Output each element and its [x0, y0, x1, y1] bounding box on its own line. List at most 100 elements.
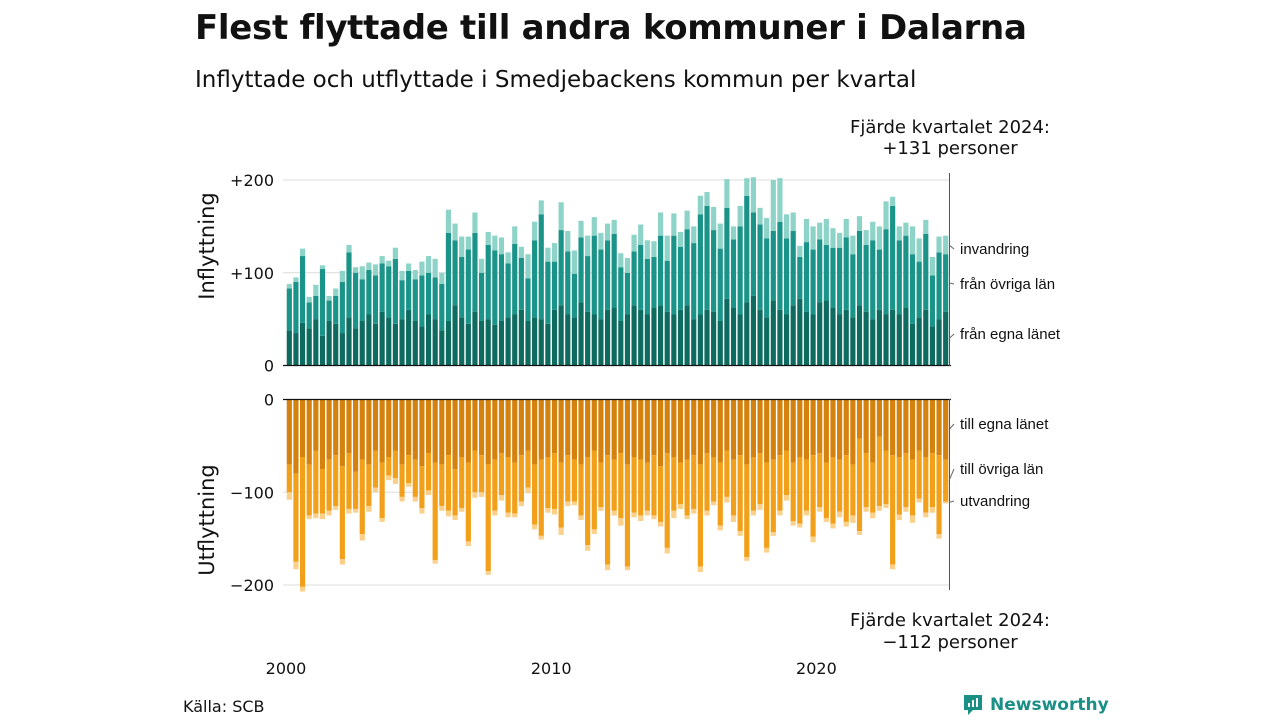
bar-inflow-segment-1 [372, 323, 379, 366]
bar-inflow-segment-2 [790, 231, 796, 306]
bar-outflow-segment-3 [929, 507, 936, 513]
bar-outflow-segment-2 [372, 450, 379, 488]
bar-inflow-segment-3 [890, 196, 896, 206]
bar-outflow-segment-3 [730, 515, 737, 522]
bar-outflow-segment-2 [711, 457, 717, 502]
x-tick-label: 2020 [796, 659, 837, 678]
bar-outflow-segment-2 [485, 464, 491, 572]
bar-outflow-segment-1 [578, 399, 584, 465]
annotation-top-line1: Fjärde kvartalet 2024: [850, 117, 1050, 138]
bar-inflow-segment-2 [697, 214, 703, 315]
bar-outflow-segment-1 [532, 399, 538, 465]
bar-outflow-segment-1 [903, 399, 909, 454]
bar-inflow-segment-2 [883, 229, 889, 315]
bar-inflow-segment-1 [810, 314, 816, 366]
bar-outflow-segment-3 [850, 515, 856, 523]
bar-inflow-segment-2 [459, 256, 465, 318]
bar-outflow-segment-3 [558, 527, 564, 535]
bar-inflow-segment-2 [518, 257, 524, 310]
bar-inflow-segment-1 [916, 317, 922, 366]
bar-inflow-segment-3 [286, 283, 292, 289]
bar-inflow-segment-3 [876, 226, 882, 250]
bar-inflow-segment-2 [870, 240, 876, 320]
bar-inflow-segment-1 [856, 305, 863, 366]
bar-outflow-segment-2 [313, 450, 319, 514]
bar-outflow-segment-2 [817, 453, 823, 508]
bar-outflow-segment-2 [890, 455, 896, 565]
bar-inflow-segment-3 [704, 192, 710, 206]
bar-inflow-segment-1 [459, 317, 465, 366]
bar-inflow-segment-1 [445, 320, 452, 366]
bar-inflow-segment-1 [286, 330, 292, 366]
bar-inflow-segment-1 [923, 309, 929, 366]
bar-outflow-segment-1 [459, 399, 465, 457]
bar-inflow-segment-2 [631, 251, 637, 306]
bar-inflow-segment-3 [406, 263, 412, 271]
bar-outflow-segment-3 [532, 524, 538, 530]
bar-outflow-segment-2 [929, 453, 936, 508]
bar-inflow-segment-3 [585, 235, 591, 257]
bar-inflow-segment-3 [810, 226, 816, 250]
bar-outflow-segment-2 [684, 459, 690, 516]
y-tick-label: −200 [230, 576, 274, 595]
bar-inflow-segment-3 [651, 241, 657, 257]
bar-inflow-segment-1 [532, 317, 538, 366]
bar-outflow-segment-2 [585, 457, 591, 546]
bar-outflow-segment-1 [386, 399, 392, 457]
bar-outflow-segment-2 [651, 455, 657, 516]
bar-inflow-segment-2 [399, 280, 405, 320]
bar-inflow-segment-2 [737, 226, 743, 315]
bar-outflow-segment-3 [339, 559, 345, 565]
bar-inflow-segment-3 [479, 258, 485, 273]
bar-outflow-segment-3 [870, 512, 876, 519]
bar-inflow-segment-1 [498, 320, 505, 366]
bar-outflow-segment-1 [624, 399, 631, 465]
bar-outflow-segment-1 [598, 399, 604, 463]
chart-subtitle: Inflyttade och utflyttade i Smedjebacken… [195, 67, 917, 93]
bar-inflow-segment-2 [823, 244, 829, 301]
bar-inflow-segment-3 [757, 207, 763, 225]
bar-inflow-segment-3 [359, 266, 365, 280]
bar-inflow-segment-3 [943, 235, 949, 255]
bar-inflow-segment-1 [817, 302, 823, 366]
bar-outflow-segment-1 [810, 399, 816, 456]
bar-inflow-segment-1 [658, 305, 664, 366]
y-tick-label: 0 [264, 391, 274, 410]
bar-inflow-segment-3 [465, 236, 471, 250]
bar-outflow-segment-3 [611, 510, 617, 516]
bar-outflow-segment-1 [319, 399, 326, 470]
bar-outflow-segment-3 [684, 515, 690, 520]
annotation-bottom-line1: Fjärde kvartalet 2024: [850, 610, 1050, 631]
bar-inflow-segment-3 [319, 265, 326, 270]
bar-inflow-segment-2 [498, 254, 505, 321]
bar-inflow-segment-1 [392, 323, 398, 366]
bar-outflow-segment-3 [876, 506, 882, 511]
bar-inflow-segment-3 [379, 256, 385, 264]
bar-inflow-segment-2 [691, 243, 697, 320]
bar-outflow-segment-2 [764, 462, 770, 548]
bar-outflow-segment-1 [472, 399, 478, 451]
bar-inflow-segment-3 [452, 223, 458, 241]
brand-logo[interactable]: Newsworthy [962, 693, 1109, 717]
bar-inflow-segment-1 [883, 314, 889, 366]
bar-inflow-segment-2 [651, 256, 657, 308]
bar-outflow-segment-3 [658, 521, 664, 527]
bar-inflow-segment-1 [770, 300, 776, 366]
bar-outflow-segment-2 [578, 464, 584, 516]
bar-inflow-segment-2 [724, 207, 730, 299]
bar-inflow-segment-3 [644, 240, 650, 259]
bar-inflow-segment-1 [730, 308, 737, 366]
bar-inflow-segment-3 [545, 247, 551, 262]
bar-inflow-segment-3 [538, 200, 544, 215]
bar-outflow-segment-3 [903, 507, 909, 512]
bar-outflow-segment-2 [399, 464, 405, 497]
bar-outflow-segment-2 [419, 466, 425, 509]
bar-inflow-segment-1 [319, 335, 326, 366]
bar-outflow-segment-3 [691, 508, 697, 514]
bar-outflow-segment-1 [333, 399, 339, 456]
bar-inflow-segment-3 [843, 218, 849, 238]
bar-inflow-segment-3 [916, 238, 922, 262]
bar-inflow-segment-3 [505, 252, 511, 264]
bar-inflow-segment-3 [339, 270, 345, 283]
bar-outflow-segment-2 [797, 457, 803, 524]
